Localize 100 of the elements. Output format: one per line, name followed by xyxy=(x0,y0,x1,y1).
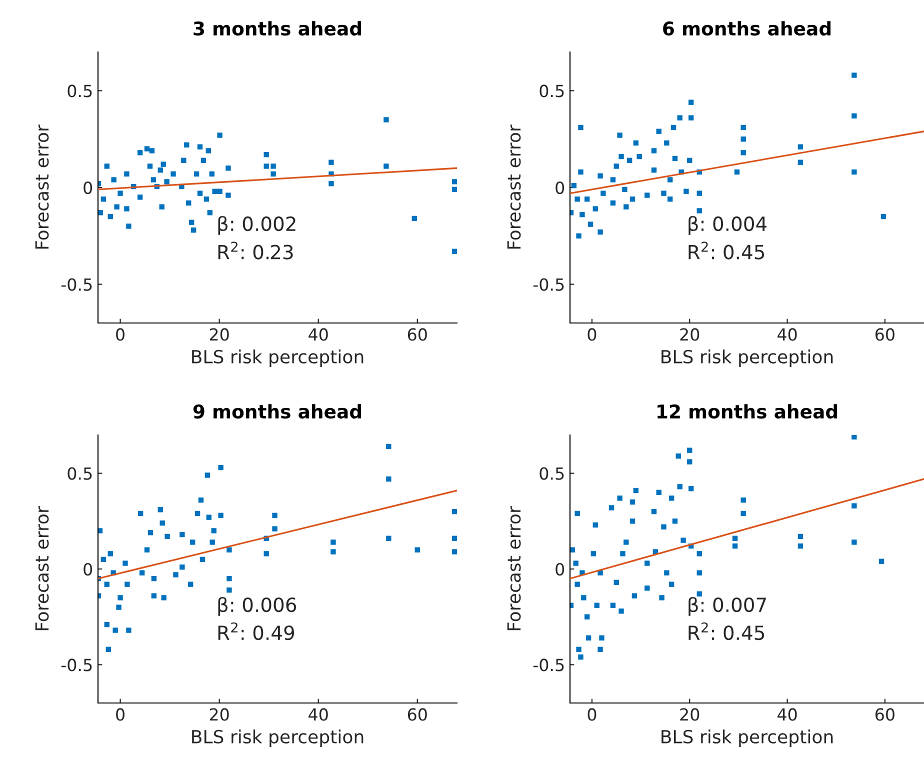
point xyxy=(684,188,689,194)
point xyxy=(664,570,670,576)
point xyxy=(687,459,692,464)
point xyxy=(188,220,194,225)
point xyxy=(100,556,106,562)
point xyxy=(852,435,857,440)
y-tick-label: -0.5 xyxy=(61,658,92,672)
point xyxy=(170,171,176,177)
point xyxy=(118,595,123,600)
point xyxy=(181,158,186,163)
point xyxy=(210,540,215,545)
point xyxy=(732,543,738,549)
point xyxy=(852,72,857,78)
point xyxy=(696,570,702,576)
point xyxy=(452,508,457,514)
annotation: R$^{2}$: 0.23 xyxy=(218,242,293,260)
point xyxy=(414,547,420,552)
point xyxy=(186,200,192,206)
point xyxy=(630,196,636,202)
point xyxy=(124,206,130,212)
point xyxy=(206,514,212,520)
point xyxy=(584,614,590,620)
point xyxy=(672,156,678,162)
x-tick-label: 40 xyxy=(308,328,328,341)
point xyxy=(852,169,857,175)
point xyxy=(147,164,153,169)
y-tick-label: 0.5 xyxy=(540,467,564,480)
point xyxy=(614,580,619,585)
point xyxy=(114,204,120,210)
y-tick-label: 0 xyxy=(84,562,92,576)
point xyxy=(571,182,577,188)
chart-title: 9 months ahead xyxy=(193,404,361,419)
point xyxy=(206,148,212,154)
point xyxy=(608,505,614,510)
y-tick-label: -0.5 xyxy=(61,278,92,291)
point xyxy=(578,169,584,175)
x-tick-label: 60 xyxy=(876,328,894,341)
y-tick-label: 0 xyxy=(556,562,564,576)
point xyxy=(590,551,596,556)
point xyxy=(696,190,702,196)
point xyxy=(124,171,130,177)
point xyxy=(412,216,418,222)
point xyxy=(204,196,210,202)
point xyxy=(386,444,392,450)
point xyxy=(330,540,336,545)
point xyxy=(111,177,116,182)
point xyxy=(150,177,156,182)
point xyxy=(197,190,203,196)
annotation: β: 0.006 xyxy=(218,596,296,616)
point xyxy=(200,556,206,562)
point xyxy=(272,526,278,532)
y-axis-title: Forecast error xyxy=(507,506,521,630)
point xyxy=(122,560,128,566)
point xyxy=(798,160,804,165)
point xyxy=(688,115,694,120)
point xyxy=(137,150,143,156)
point xyxy=(600,190,606,196)
point xyxy=(173,572,178,578)
y-axis-title: Forecast error xyxy=(35,506,49,630)
point xyxy=(112,628,118,633)
point xyxy=(624,540,629,545)
point xyxy=(732,536,738,541)
point xyxy=(161,595,166,600)
point xyxy=(384,117,389,122)
point xyxy=(677,115,682,120)
y-tick-label: -0.5 xyxy=(533,278,564,291)
point xyxy=(632,593,638,598)
point xyxy=(688,100,694,105)
point xyxy=(633,488,639,494)
point xyxy=(104,622,110,628)
x-tick-label: 60 xyxy=(876,708,894,721)
point xyxy=(594,602,600,608)
x-axis-title: BLS risk perception xyxy=(662,350,833,368)
point xyxy=(687,448,692,453)
point xyxy=(138,510,144,516)
point xyxy=(137,194,143,200)
point xyxy=(617,496,622,501)
point xyxy=(852,503,857,508)
point xyxy=(620,551,626,556)
point xyxy=(116,604,122,610)
point xyxy=(194,171,200,177)
point xyxy=(651,167,657,173)
point xyxy=(592,522,598,528)
point xyxy=(734,169,740,175)
point xyxy=(217,188,222,194)
point xyxy=(452,549,457,554)
point xyxy=(688,486,694,492)
point xyxy=(159,204,164,210)
point xyxy=(664,140,670,146)
point xyxy=(668,196,673,202)
x-axis-title: BLS risk perception xyxy=(662,730,833,748)
y-tick-label: 0.5 xyxy=(68,467,92,480)
point xyxy=(880,214,886,220)
point xyxy=(164,534,170,540)
point xyxy=(218,464,224,470)
point xyxy=(264,152,269,158)
point xyxy=(618,608,624,614)
point xyxy=(209,171,214,177)
x-tick-label: 0 xyxy=(588,708,596,721)
point xyxy=(661,190,666,196)
